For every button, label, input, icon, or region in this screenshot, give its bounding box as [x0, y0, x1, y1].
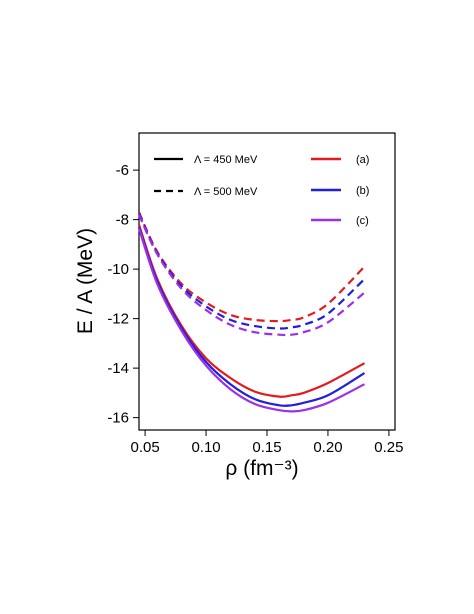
series-line-c-450 [137, 227, 365, 413]
legend-color-a-label: (a) [356, 154, 369, 166]
x-tick-label: 0.05 [130, 439, 159, 456]
legend-dashed-label: Λ = 500 MeV [194, 186, 258, 198]
y-tick-label: -12 [107, 311, 129, 328]
series-line-a-450 [137, 224, 366, 398]
series-line-b-450 [137, 226, 366, 407]
series-lines [137, 211, 366, 413]
legend: Λ = 450 MeV Λ = 500 MeV (a) (b) (c) [154, 154, 369, 227]
legend-solid-label: Λ = 450 MeV [194, 154, 258, 166]
legend-color-c-label: (c) [356, 215, 369, 227]
y-axis-title: E / A (MeV) [74, 228, 97, 334]
series-line-c-500 [137, 214, 366, 337]
series-line-b-500 [137, 212, 366, 330]
y-axis: -6 -8 -10 -12 -14 -16 [107, 162, 139, 427]
y-tick-label: -10 [107, 261, 129, 278]
x-tick-label: 0.20 [313, 439, 342, 456]
y-tick-label: -6 [116, 162, 129, 179]
x-axis-title: ρ (fm⁻³) [225, 457, 298, 480]
series-line-a-500 [137, 211, 366, 323]
y-tick-label: -8 [116, 212, 129, 229]
legend-color-b-label: (b) [356, 185, 369, 197]
x-tick-label: 0.25 [374, 439, 403, 456]
x-tick-label: 0.10 [191, 439, 220, 456]
y-tick-label: -16 [107, 410, 129, 427]
x-tick-label: 0.15 [252, 439, 281, 456]
x-axis: 0.05 0.10 0.15 0.20 0.25 [130, 430, 404, 456]
y-tick-label: -14 [107, 360, 129, 377]
